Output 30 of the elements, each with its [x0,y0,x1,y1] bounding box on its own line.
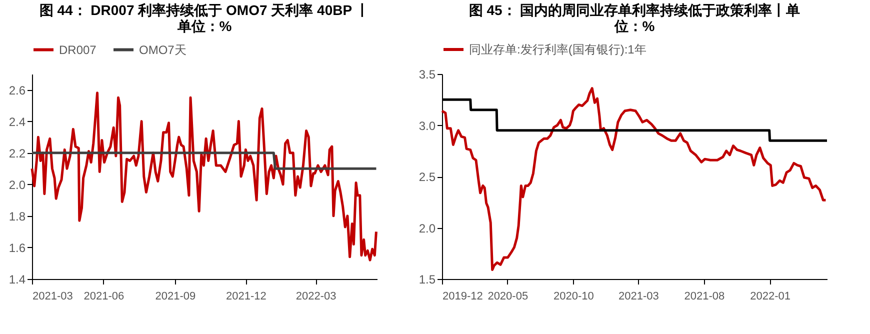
y-tick-label: 2.4 [8,114,26,129]
y-tick-label: 2.2 [8,146,26,160]
x-tick-label: 2021-08 [684,290,725,302]
x-tick-label: 2021-06 [84,290,124,302]
chart-title: 图 44： DR007 利率持续低于 OMO7 天利率 40BP 丨单位：% [39,2,370,34]
x-tick-label: 2021-03 [32,290,73,302]
y-tick-label: 2.0 [8,178,26,192]
x-tick-label: 2022-03 [296,290,336,302]
legend-label: DR007 [59,42,97,57]
x-tick-label: 2021-09 [155,290,196,302]
legend-label: OMO7天 [139,42,186,57]
y-tick-label: 3.0 [418,118,436,133]
x-tick-label: 2019-12 [442,290,483,302]
y-tick-label: 3.5 [418,68,436,82]
y-tick-label: 2.5 [418,170,436,184]
y-tick-label: 1.5 [418,272,436,286]
y-tick-label: 1.8 [8,209,26,224]
x-tick-label: 2020-10 [554,290,594,302]
y-tick-label: 2.6 [8,83,26,98]
x-tick-label: 2021-03 [618,290,659,302]
y-tick-label: 1.6 [8,240,26,255]
chart-title: 图 45： 国内的周同业存单利率持续低于政策利率丨单位：% [468,2,800,34]
x-tick-label: 2020-05 [488,290,528,302]
x-tick-label: 2021-12 [226,290,266,302]
legend-label: 同业存单:发行利率(国有银行):1年 [469,42,646,56]
x-tick-label: 2022-01 [750,290,790,302]
line-series [440,87,827,272]
y-tick-label: 2.0 [418,221,436,236]
y-tick-label: 1.4 [8,272,26,286]
line-series [30,92,378,262]
